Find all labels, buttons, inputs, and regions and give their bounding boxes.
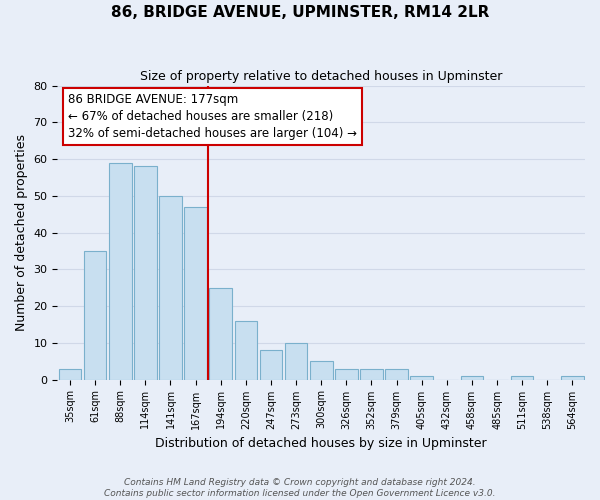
Title: Size of property relative to detached houses in Upminster: Size of property relative to detached ho… — [140, 70, 502, 83]
Bar — [335, 368, 358, 380]
Bar — [209, 288, 232, 380]
Text: 86, BRIDGE AVENUE, UPMINSTER, RM14 2LR: 86, BRIDGE AVENUE, UPMINSTER, RM14 2LR — [111, 5, 489, 20]
Bar — [561, 376, 584, 380]
Y-axis label: Number of detached properties: Number of detached properties — [15, 134, 28, 331]
X-axis label: Distribution of detached houses by size in Upminster: Distribution of detached houses by size … — [155, 437, 487, 450]
Bar — [84, 251, 106, 380]
Bar — [235, 321, 257, 380]
Bar — [385, 368, 408, 380]
Bar — [285, 343, 307, 380]
Bar — [184, 207, 207, 380]
Bar — [461, 376, 483, 380]
Bar — [410, 376, 433, 380]
Bar — [310, 361, 332, 380]
Bar — [360, 368, 383, 380]
Text: 86 BRIDGE AVENUE: 177sqm
← 67% of detached houses are smaller (218)
32% of semi-: 86 BRIDGE AVENUE: 177sqm ← 67% of detach… — [68, 93, 357, 140]
Text: Contains HM Land Registry data © Crown copyright and database right 2024.
Contai: Contains HM Land Registry data © Crown c… — [104, 478, 496, 498]
Bar — [159, 196, 182, 380]
Bar — [511, 376, 533, 380]
Bar — [134, 166, 157, 380]
Bar — [260, 350, 282, 380]
Bar — [109, 162, 131, 380]
Bar — [59, 368, 81, 380]
